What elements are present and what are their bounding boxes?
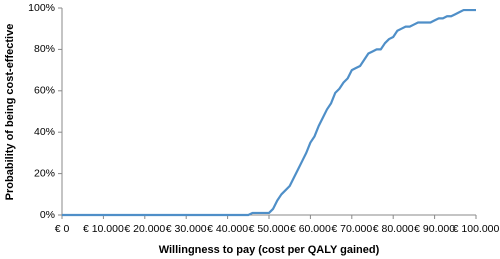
x-tick-label: € 10.000 [83,223,124,235]
y-tick-label: 100% [28,2,55,14]
x-tick-label: € 30.000 [166,223,207,235]
x-tick-label: € 100.000 [453,223,500,235]
data-line [62,8,476,217]
y-tick-label: 20% [34,167,55,179]
x-tick-label: € 80.000 [373,223,414,235]
x-tick-label: € 40.000 [207,223,248,235]
x-tick-label: € 60.000 [290,223,331,235]
x-tick-label: € 50.000 [249,223,290,235]
x-tick-label: € 70.000 [331,223,372,235]
y-tick-label: 0% [40,209,55,221]
y-tick-label: 80% [34,43,55,55]
x-axis-label: Willingness to pay (cost per QALY gained… [159,244,380,256]
x-tick-label: € 0 [55,223,70,235]
x-tick-label: € 90.000 [414,223,455,235]
y-axis-label: Probability of being cost-effective [4,24,16,201]
y-tick-label: 40% [34,126,55,138]
x-tick-label: € 20.000 [124,223,165,235]
y-tick-label: 60% [34,85,55,97]
